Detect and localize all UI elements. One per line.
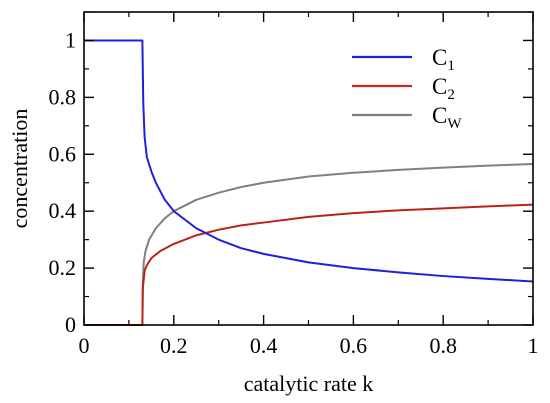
- y-axis-title: concentration: [7, 109, 32, 229]
- plot-lines: [84, 39, 534, 326]
- x-tick-label: 0: [79, 333, 90, 358]
- y-tick-label: 0.4: [49, 198, 77, 223]
- series-line-c2: [84, 203, 534, 326]
- x-axis-title: catalytic rate k: [244, 371, 373, 396]
- y-tick-label: 0.6: [49, 141, 77, 166]
- y-tick-label: 0.8: [49, 84, 77, 109]
- y-tick-label: 0: [65, 312, 76, 337]
- legend-label-c2: C2: [432, 74, 455, 103]
- x-tick-label: 0.8: [429, 333, 457, 358]
- legend-label-c1: C1: [432, 45, 455, 74]
- series-line-c1: [84, 39, 534, 283]
- y-tick-label: 0.2: [49, 255, 77, 280]
- y-tick-label: 1: [65, 27, 76, 52]
- axis-ticks: [83, 11, 534, 326]
- series-line-cw: [84, 162, 534, 326]
- x-tick-label: 0.2: [160, 333, 188, 358]
- x-tick-label: 0.4: [250, 333, 278, 358]
- tick-labels: 0 0.2 0.4 0.6 0.8 1 0 0.2 0.4 0.6 0.8 1: [49, 27, 539, 358]
- x-tick-label: 1: [528, 333, 539, 358]
- series-line-c2-overlay: [84, 204, 534, 326]
- x-tick-label: 0.6: [340, 333, 368, 358]
- legend-label-cw: CW: [432, 103, 462, 132]
